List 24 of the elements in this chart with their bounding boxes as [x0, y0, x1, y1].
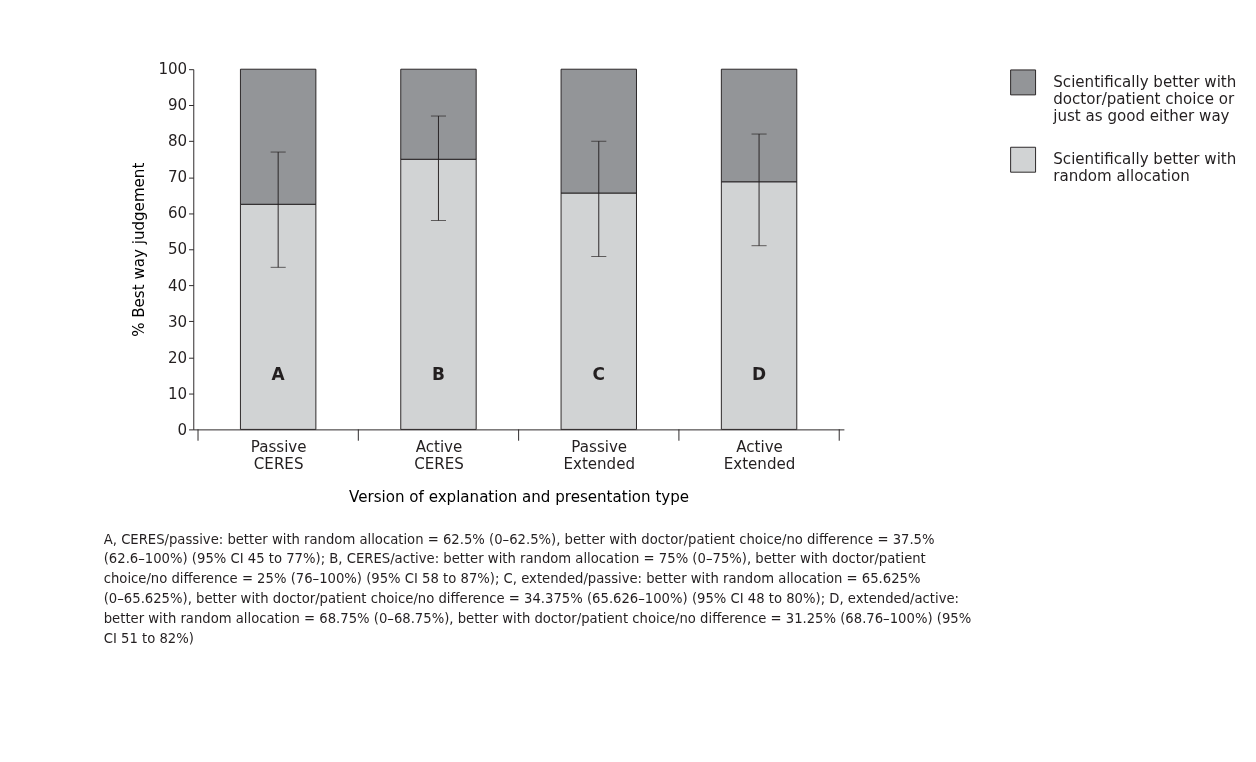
- legend-label: Scientifically better with random allocation: [1053, 150, 1237, 186]
- y-tick-label: 10: [167, 384, 188, 403]
- y-tick-label: 70: [167, 168, 188, 187]
- x-tick-label: Active Extended: [723, 437, 796, 473]
- x-tick-label: Passive Extended: [563, 437, 636, 473]
- x-axis-title: Version of explanation and presentation type: [349, 488, 690, 507]
- x-tick-label: Active CERES: [414, 437, 464, 473]
- y-tick-label: 90: [167, 96, 188, 115]
- y-tick-label: 60: [167, 204, 188, 223]
- annotation: B: [432, 364, 445, 385]
- annotation: C: [592, 364, 605, 385]
- y-tick-label: 100: [158, 60, 188, 79]
- y-tick-label: 20: [167, 348, 188, 367]
- y-tick-label: 50: [167, 240, 188, 259]
- y-axis-title: % Best way judgement: [130, 162, 149, 337]
- text: A, CERES/passive: better with random allocation = 62.5% (0–62.5%), better with doctor/patient choice/no difference = 37.5% (62.6–100%) (95% CI 45 to 77%); B, CERES/active: better with random allocation = 75% (0–75%), better with doctor/patient choice/no difference = 25% (76–100%) (95% CI 58 to 87%); C, extended/passive: better with random allocation = 65.625% (0–65.625%), better with doctor/patient choice/no difference = 34.375% (65.626–100%) (95% CI 48 to 80%); D, extended/active: better with random allocation = 68.75% (0–68.75%), better with doctor/patient choice/no difference = 31.25% (68.76–100%) (95% CI 51 to 82%): [103, 531, 972, 646]
- annotation: A: [271, 364, 286, 385]
- x-tick-label: Passive CERES: [250, 437, 307, 473]
- y-tick-label: 40: [167, 276, 188, 295]
- y-tick-label: 30: [167, 312, 188, 331]
- y-tick-label: 80: [167, 132, 188, 151]
- y-tick-label: 0: [177, 420, 188, 439]
- legend-label: Scientifically better with doctor/patient choice or just as good either way: [1052, 73, 1237, 126]
- annotation: D: [752, 364, 767, 385]
